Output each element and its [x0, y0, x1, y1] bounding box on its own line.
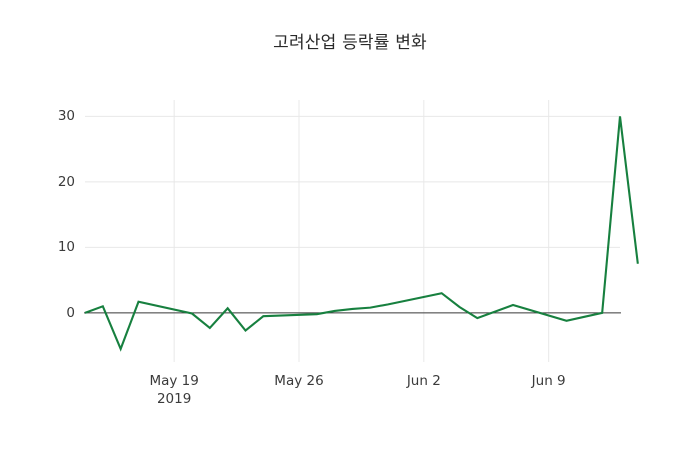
y-tick-label: 20	[57, 173, 75, 190]
y-tick-label: 30	[57, 108, 75, 125]
y-tick-label: 0	[66, 304, 75, 321]
x-tick-label-main: Jun 9	[531, 373, 566, 389]
x-tick-label: Jun 9	[489, 372, 609, 390]
y-tick-label: 10	[57, 239, 75, 256]
x-tick-label-main: May 19	[149, 373, 199, 389]
data-series-line	[84, 116, 639, 352]
x-tick-label-year: 2019	[156, 391, 192, 407]
line-chart-svg	[84, 100, 639, 362]
x-gridlines	[173, 100, 550, 362]
y-gridlines	[85, 115, 620, 314]
x-tick-label: May 26	[239, 372, 359, 390]
x-tick-label-main: May 26	[274, 373, 324, 389]
x-tick-label: May 19 2019	[114, 372, 234, 408]
plot-area	[84, 100, 639, 362]
chart-title: 고려산업 등락률 변화	[273, 33, 427, 53]
x-tick-label: Jun 2	[364, 372, 484, 390]
x-tick-label-main: Jun 2	[406, 373, 441, 389]
